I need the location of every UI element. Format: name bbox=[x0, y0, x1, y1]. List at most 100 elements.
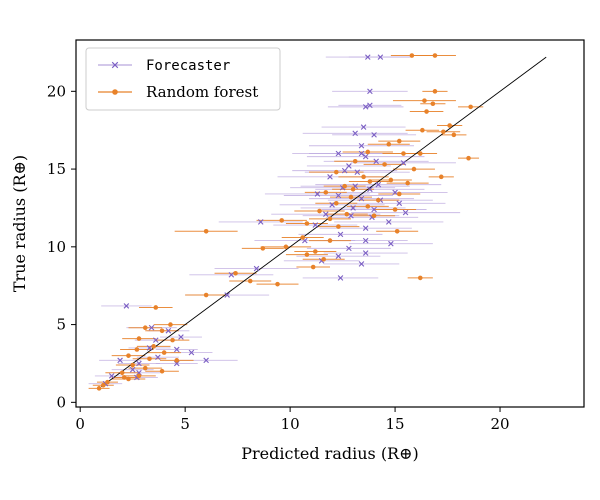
random-forest-point bbox=[168, 322, 173, 327]
random-forest-point bbox=[333, 169, 339, 175]
forecaster-point bbox=[173, 346, 180, 353]
marker-stroke bbox=[354, 169, 361, 175]
marker-stroke bbox=[123, 303, 130, 309]
marker-stroke bbox=[108, 373, 115, 379]
random-forest-point bbox=[468, 104, 473, 110]
random-forest-point bbox=[121, 375, 127, 380]
random-forest-point bbox=[409, 53, 415, 58]
marker-stroke bbox=[203, 357, 209, 364]
random-forest-point bbox=[422, 98, 427, 103]
y-tick-label: 20 bbox=[47, 82, 66, 100]
marker-stroke bbox=[165, 328, 172, 334]
marker-stroke bbox=[335, 253, 342, 259]
marker-stroke bbox=[346, 163, 352, 169]
forecaster-point bbox=[346, 163, 352, 169]
marker-stroke bbox=[360, 124, 367, 130]
random-forest-point bbox=[451, 132, 457, 138]
random-forest-point bbox=[438, 174, 444, 180]
random-forest-point bbox=[327, 238, 333, 243]
random-forest-point bbox=[371, 213, 377, 219]
marker-stroke bbox=[188, 349, 195, 356]
random-forest-point bbox=[466, 155, 471, 161]
random-forest-point bbox=[96, 386, 102, 391]
y-axis: 0 5 10 15 20 bbox=[47, 82, 76, 411]
marker-stroke bbox=[402, 209, 409, 216]
random-forest-point bbox=[392, 207, 398, 212]
random-forest-point bbox=[134, 347, 140, 352]
forecaster-point bbox=[362, 153, 369, 160]
marker-stroke bbox=[362, 104, 369, 110]
forecaster-point bbox=[165, 328, 172, 334]
forecaster-point bbox=[257, 219, 264, 225]
random-forest-point bbox=[126, 353, 131, 358]
marker-stroke bbox=[136, 360, 142, 367]
marker-stroke bbox=[337, 275, 344, 281]
forecaster-point bbox=[400, 160, 407, 166]
forecaster-point bbox=[314, 191, 321, 197]
random-forest-point bbox=[396, 191, 402, 197]
random-forest-point bbox=[375, 197, 381, 203]
plot-area bbox=[75, 39, 585, 408]
marker-stroke bbox=[358, 142, 365, 149]
forecaster-point bbox=[375, 181, 382, 188]
forecaster-point bbox=[367, 102, 373, 109]
forecaster-point bbox=[136, 360, 142, 367]
random-forest-point bbox=[147, 356, 152, 362]
forecaster-point bbox=[352, 130, 358, 137]
y-tick-label: 5 bbox=[56, 316, 66, 334]
marker-stroke bbox=[257, 219, 264, 225]
marker-stroke bbox=[362, 237, 369, 244]
identity-line bbox=[100, 56, 547, 388]
random-forest-point bbox=[323, 190, 329, 195]
random-forest-point bbox=[304, 221, 310, 226]
marker-stroke bbox=[341, 167, 348, 174]
forecaster-point bbox=[360, 124, 367, 130]
marker-stroke bbox=[314, 191, 321, 197]
random-forest-point bbox=[153, 305, 159, 310]
y-tick-label: 10 bbox=[47, 238, 66, 256]
forecaster-point bbox=[364, 54, 371, 60]
random-forest-point bbox=[310, 264, 316, 270]
forecaster-point bbox=[335, 150, 342, 157]
forecaster-point bbox=[108, 373, 115, 379]
random-forest-point bbox=[350, 186, 356, 192]
forecaster-point bbox=[335, 192, 342, 199]
marker-stroke bbox=[367, 102, 373, 109]
random-forest-point bbox=[441, 129, 446, 135]
random-forest-point bbox=[203, 292, 209, 298]
marker-stroke bbox=[373, 158, 379, 165]
forecaster-point bbox=[327, 174, 333, 180]
marker-stroke bbox=[129, 366, 136, 373]
random-forest-point bbox=[170, 337, 175, 343]
forecaster-point bbox=[155, 354, 161, 361]
random-forest-point bbox=[304, 252, 310, 257]
random-forest-point bbox=[327, 216, 333, 222]
x-tick-label: 15 bbox=[386, 415, 405, 433]
forecaster-point bbox=[224, 292, 230, 298]
random-forest-point bbox=[233, 270, 238, 276]
marker-stroke bbox=[335, 192, 342, 199]
legend: Forecaster Random forest bbox=[85, 47, 281, 111]
x-tick-label: 0 bbox=[75, 415, 85, 433]
marker-stroke bbox=[371, 206, 377, 213]
forecaster-point bbox=[358, 195, 365, 202]
random-forest-point bbox=[159, 328, 165, 334]
forecaster-point bbox=[371, 132, 377, 138]
random-forest-point bbox=[283, 244, 289, 250]
legend-symbol-random-forest bbox=[98, 89, 132, 95]
y-axis-label: True radius (R⊕) bbox=[10, 155, 29, 292]
random-forest-point bbox=[348, 194, 354, 200]
random-forest-point bbox=[417, 275, 423, 281]
forecaster-point bbox=[373, 158, 379, 165]
forecaster-point bbox=[392, 189, 398, 196]
random-forest-point bbox=[151, 344, 156, 349]
forecaster-point bbox=[146, 345, 153, 351]
forecaster-point bbox=[367, 186, 373, 193]
forecaster-point bbox=[335, 253, 342, 259]
marker-stroke bbox=[323, 211, 329, 217]
random-forest-point bbox=[342, 183, 347, 189]
random-forest-point bbox=[142, 365, 148, 371]
marker-stroke bbox=[148, 324, 155, 331]
random-forest-point bbox=[401, 151, 406, 156]
random-forest-point bbox=[136, 373, 142, 379]
